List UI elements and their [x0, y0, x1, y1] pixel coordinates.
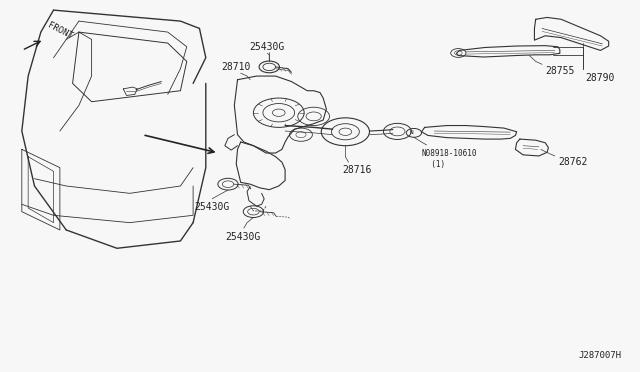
Text: 28716: 28716 [342, 165, 371, 175]
Text: 28790: 28790 [585, 73, 614, 83]
Text: FRONT: FRONT [46, 20, 74, 41]
Text: 25430G: 25430G [250, 42, 285, 52]
Text: 25430G: 25430G [195, 202, 230, 212]
Text: J287007H: J287007H [579, 351, 621, 360]
Text: 25430G: 25430G [225, 232, 260, 242]
Text: 28710: 28710 [221, 62, 251, 72]
Text: N08918-10610
  (1): N08918-10610 (1) [422, 149, 477, 169]
Text: 28762: 28762 [558, 157, 588, 167]
Text: 28755: 28755 [545, 66, 575, 76]
Text: N: N [410, 130, 413, 135]
